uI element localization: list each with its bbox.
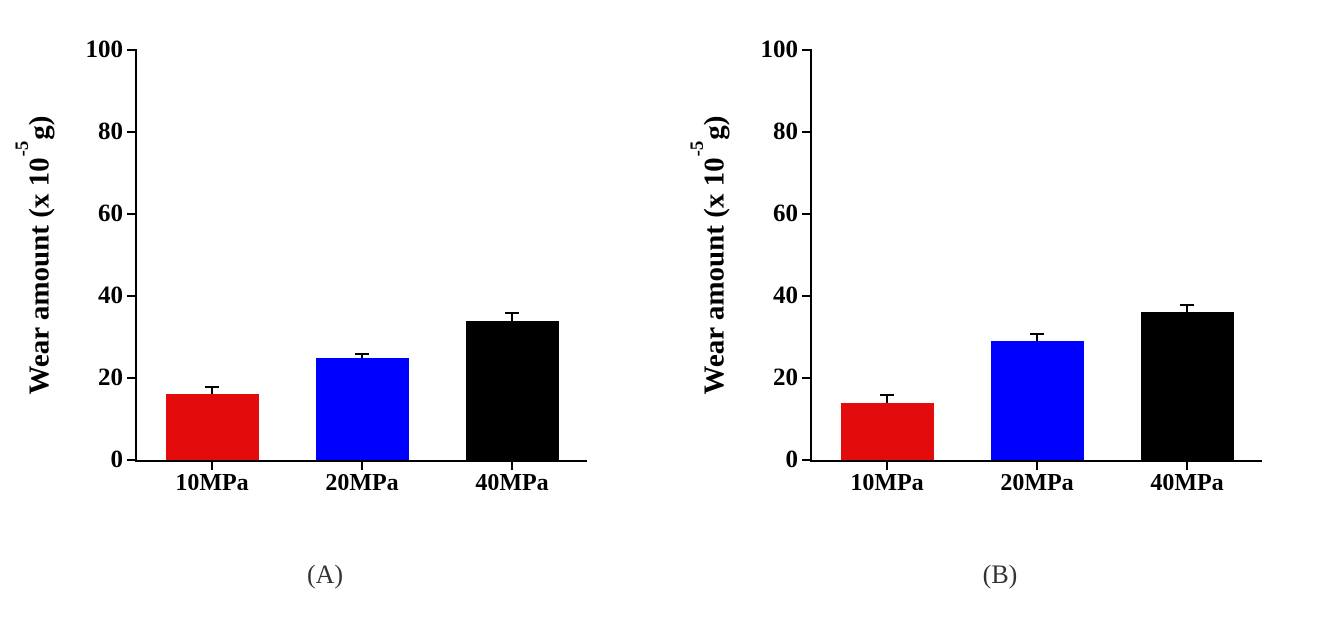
error-cap xyxy=(1030,333,1044,335)
y-tick xyxy=(127,131,137,133)
error-bar xyxy=(886,394,888,402)
y-tick-label: 20 xyxy=(98,364,123,392)
y-tick xyxy=(802,377,812,379)
error-cap xyxy=(505,312,519,314)
bar xyxy=(466,321,559,460)
y-tick-label: 80 xyxy=(98,118,123,146)
ylabel-suffix: g) xyxy=(24,116,56,140)
y-tick-label: 0 xyxy=(786,446,799,474)
x-tick-label: 40MPa xyxy=(1150,470,1223,497)
panel-b: Wear amount (x 10-5g) 02040608010010MPa2… xyxy=(705,25,1295,525)
bar xyxy=(841,403,934,460)
x-tick-label: 40MPa xyxy=(475,470,548,497)
error-bar xyxy=(1036,333,1038,341)
panel-a: Wear amount (x 10-5g) 02040608010010MPa2… xyxy=(30,25,620,525)
ylabel-prefix: Wear amount (x 10 xyxy=(24,157,56,394)
y-tick xyxy=(802,213,812,215)
x-tick-label: 20MPa xyxy=(325,470,398,497)
y-tick-label: 60 xyxy=(98,200,123,228)
x-tick xyxy=(511,460,513,470)
error-cap xyxy=(355,353,369,355)
subcaption-b: (B) xyxy=(705,560,1295,590)
y-tick-label: 80 xyxy=(773,118,798,146)
plot-area-b: 02040608010010MPa20MPa40MPa xyxy=(810,50,1262,462)
error-cap xyxy=(205,386,219,388)
y-tick xyxy=(127,459,137,461)
figure-page: Wear amount (x 10-5g) 02040608010010MPa2… xyxy=(0,0,1335,624)
y-tick-label: 100 xyxy=(86,36,124,64)
plot-area-a: 02040608010010MPa20MPa40MPa xyxy=(135,50,587,462)
y-tick xyxy=(802,131,812,133)
y-tick-label: 60 xyxy=(773,200,798,228)
x-tick xyxy=(886,460,888,470)
bar xyxy=(166,394,259,460)
error-bar xyxy=(361,353,363,357)
y-tick xyxy=(127,295,137,297)
x-tick-label: 10MPa xyxy=(850,470,923,497)
y-tick xyxy=(802,459,812,461)
error-bar xyxy=(1186,304,1188,312)
y-tick xyxy=(802,295,812,297)
y-axis-label: Wear amount (x 10-5g) xyxy=(22,50,57,460)
y-tick-label: 20 xyxy=(773,364,798,392)
y-axis-label: Wear amount (x 10-5g) xyxy=(697,50,732,460)
y-tick-label: 40 xyxy=(773,282,798,310)
y-tick xyxy=(127,213,137,215)
bar xyxy=(1141,312,1234,460)
x-tick xyxy=(1036,460,1038,470)
error-cap xyxy=(880,394,894,396)
x-tick xyxy=(361,460,363,470)
y-tick-label: 40 xyxy=(98,282,123,310)
bar xyxy=(991,341,1084,460)
y-tick-label: 0 xyxy=(111,446,124,474)
ylabel-exponent: -5 xyxy=(687,141,708,157)
y-tick xyxy=(127,49,137,51)
ylabel-suffix: g) xyxy=(699,116,731,140)
error-cap xyxy=(1180,304,1194,306)
y-tick xyxy=(802,49,812,51)
x-tick-label: 10MPa xyxy=(175,470,248,497)
x-tick xyxy=(211,460,213,470)
bar xyxy=(316,358,409,461)
x-tick-label: 20MPa xyxy=(1000,470,1073,497)
y-tick xyxy=(127,377,137,379)
y-tick-label: 100 xyxy=(761,36,799,64)
error-bar xyxy=(511,312,513,320)
x-tick xyxy=(1186,460,1188,470)
subcaption-a: (A) xyxy=(30,560,620,590)
ylabel-prefix: Wear amount (x 10 xyxy=(699,157,731,394)
ylabel-exponent: -5 xyxy=(12,141,33,157)
error-bar xyxy=(211,386,213,394)
